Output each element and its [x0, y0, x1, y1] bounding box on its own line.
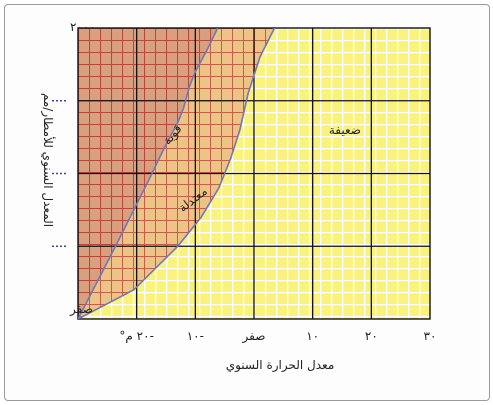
x-tick-label: ٣٠ [424, 329, 437, 343]
plot-area [77, 27, 431, 320]
x-tick-label: صفر [242, 329, 266, 344]
x-tick-label: ١٠ [306, 329, 319, 343]
x-axis-ticks: -٢٠ م° -١٠ صفر ١٠ ٢٠ ٣٠ [119, 329, 436, 344]
boundary-strong [78, 28, 219, 319]
x-axis-title: معدل الحرارة السنوي [226, 358, 335, 373]
y-tick-label: صفر [69, 302, 93, 317]
label-weak: ضعيفة [329, 123, 361, 137]
boundary-moderate [78, 28, 276, 319]
x-tick-label: ٢٠ [365, 329, 378, 343]
major-grid [77, 27, 431, 320]
y-axis-ticks: صفر ٢٠٠٠ [69, 20, 96, 317]
y-axis-title: المعدل السنوي للأمطار/مم [40, 93, 56, 227]
x-tick-label: -٢٠ م° [119, 329, 153, 343]
plot-border [77, 27, 431, 320]
x-tick-label: -١٠ [187, 329, 204, 343]
y-tick-label: ٢٠٠٠ [70, 20, 96, 34]
